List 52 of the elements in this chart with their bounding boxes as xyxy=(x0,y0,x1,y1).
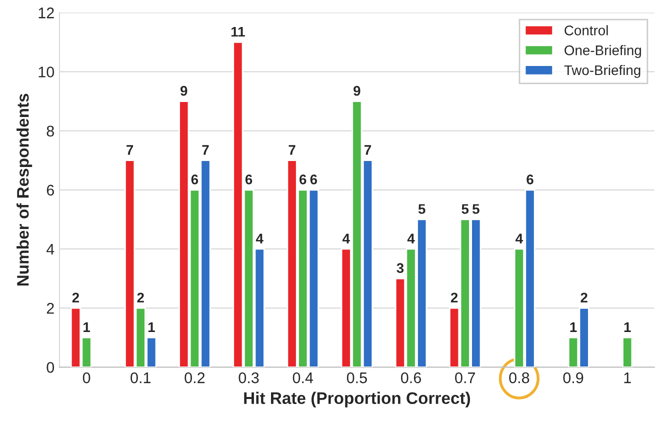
legend-label: Control xyxy=(564,25,608,36)
data-label: 2 xyxy=(137,292,144,302)
data-label: 4 xyxy=(342,234,350,244)
data-label: 7 xyxy=(202,145,209,155)
y-tick-label: 4 xyxy=(46,244,54,255)
data-label: 5 xyxy=(472,204,480,214)
y-axis-title: Number of Respondents xyxy=(16,94,32,286)
data-label: 3 xyxy=(396,263,404,274)
data-label: 2 xyxy=(450,292,458,302)
bar xyxy=(622,336,633,368)
legend-label: One-Briefing xyxy=(564,45,641,58)
data-label: 1 xyxy=(624,322,631,332)
data-label: 9 xyxy=(180,86,188,96)
data-label: 7 xyxy=(126,145,134,155)
x-tick-label: 0.1 xyxy=(130,372,150,384)
x-tick-label: 0.5 xyxy=(346,372,367,384)
x-tick-label: 0.9 xyxy=(563,372,584,384)
y-tick-label: 2 xyxy=(46,302,54,314)
x-tick-label: 0.4 xyxy=(292,372,314,384)
data-label: 6 xyxy=(300,174,306,184)
x-tick-label: 0 xyxy=(82,372,90,384)
data-label: 1 xyxy=(570,322,577,332)
data-label: 9 xyxy=(354,86,360,96)
legend-label: Two-Briefing xyxy=(564,64,640,78)
y-tick-label: 0 xyxy=(46,362,54,373)
x-tick-label: 0.3 xyxy=(238,372,259,384)
x-tick-label: 1 xyxy=(624,372,631,384)
data-label: 5 xyxy=(462,204,469,214)
data-label: 4 xyxy=(256,234,264,244)
data-label: 6 xyxy=(526,174,534,184)
data-label: 2 xyxy=(580,292,588,302)
data-label: 1 xyxy=(148,322,155,332)
x-tick-label: 0.7 xyxy=(455,372,475,384)
y-tick-label: 12 xyxy=(38,8,54,18)
x-axis-title: Hit Rate (Proportion Correct) xyxy=(244,392,470,408)
x-tick-label: 0.2 xyxy=(184,372,205,384)
data-label: 6 xyxy=(191,174,198,184)
data-label: 5 xyxy=(418,204,426,214)
data-label: 2 xyxy=(72,292,80,302)
y-tick-label: 10 xyxy=(38,66,54,78)
x-tick-label: 0.8 xyxy=(509,372,530,384)
data-label: 7 xyxy=(288,145,296,155)
data-label: 6 xyxy=(245,174,252,184)
y-tick-label: 8 xyxy=(46,126,54,137)
x-tick-label: 0.6 xyxy=(401,372,421,384)
data-label: 4 xyxy=(407,234,415,244)
data-label: 11 xyxy=(231,26,245,37)
data-label: 1 xyxy=(84,322,90,332)
data-label: 4 xyxy=(516,234,523,244)
y-tick-label: 6 xyxy=(46,184,54,196)
data-label: 7 xyxy=(364,145,372,155)
data-label: 6 xyxy=(310,174,318,184)
